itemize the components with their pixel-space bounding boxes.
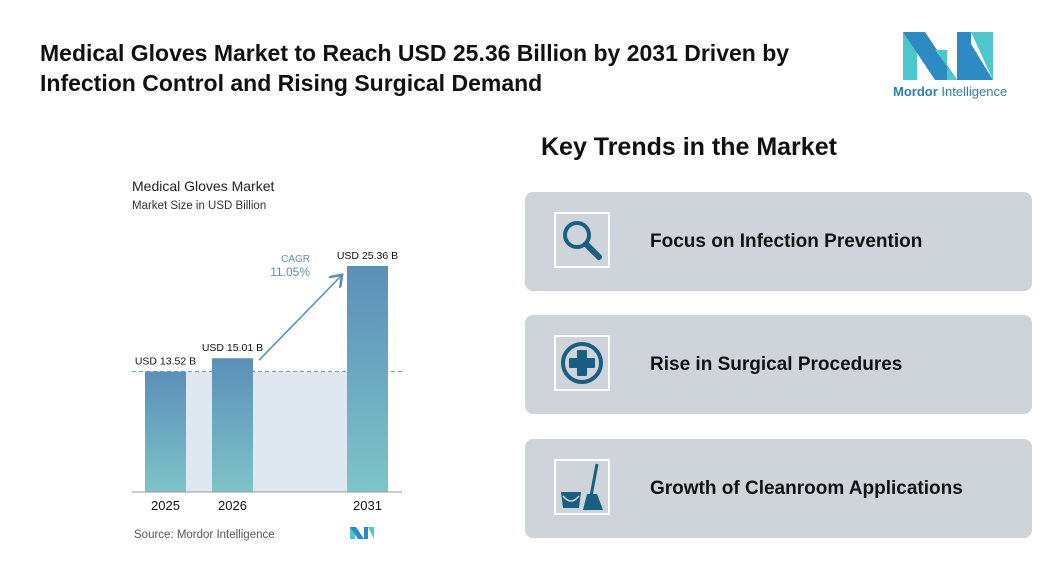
bar-2025 [145, 371, 186, 492]
chart-title: Medical Gloves Market [132, 178, 274, 194]
data-label-2026: USD 15.01 B [202, 342, 263, 354]
trend-label: Rise in Surgical Procedures [650, 353, 903, 375]
mordor-logo [903, 32, 993, 80]
data-label-2025: USD 13.52 B [135, 356, 196, 368]
trend-label: Growth of Cleanroom Applications [650, 477, 963, 499]
market-size-chart: Medical Gloves Market Market Size in USD… [132, 178, 402, 541]
chart-subtitle: Market Size in USD Billion [132, 200, 266, 212]
bar-2031 [347, 266, 388, 492]
trend-card-cleanroom: Growth of Cleanroom Applications [525, 439, 1032, 538]
trend-card-surgical-procedures: Rise in Surgical Procedures [525, 315, 1032, 414]
bar-2026 [212, 358, 253, 492]
trends-title: Key Trends in the Market [541, 133, 837, 161]
chart-source: Source: Mordor Intelligence [134, 529, 275, 541]
bucket-mop-icon [554, 459, 610, 515]
medical-cross-icon [554, 335, 610, 391]
data-label-2031: USD 25.36 B [337, 250, 398, 262]
magnifier-icon [554, 212, 610, 268]
source-logo-icon [350, 527, 374, 539]
logo-text: Mordor Intelligence [893, 84, 1008, 99]
trend-card-infection-prevention: Focus on Infection Prevention [525, 192, 1032, 291]
cagr-value: 11.05% [270, 265, 310, 279]
x-tick-2031: 2031 [353, 498, 382, 513]
x-tick-2025: 2025 [151, 498, 180, 513]
cagr-label: CAGR [281, 254, 310, 265]
page-title: Medical Gloves Market to Reach USD 25.36… [40, 40, 790, 96]
cagr-arrow [258, 276, 341, 361]
trend-label: Focus on Infection Prevention [650, 230, 923, 252]
x-tick-2026: 2026 [218, 498, 247, 513]
